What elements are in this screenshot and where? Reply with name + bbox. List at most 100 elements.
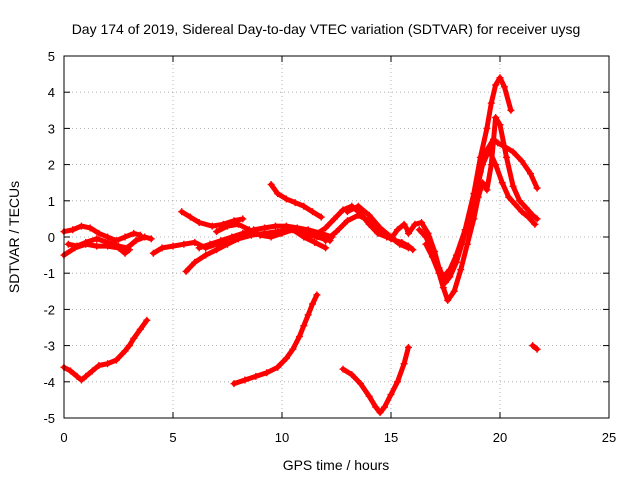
data-point bbox=[418, 219, 426, 227]
data-point bbox=[186, 213, 194, 221]
data-point bbox=[322, 224, 330, 232]
data-point bbox=[245, 226, 253, 234]
data-point bbox=[372, 403, 380, 411]
data-point bbox=[492, 114, 500, 122]
data-point bbox=[511, 200, 519, 208]
data-point bbox=[339, 206, 347, 214]
data-point bbox=[522, 204, 530, 212]
y-tick-label: 3 bbox=[48, 121, 55, 136]
data-point bbox=[291, 199, 299, 207]
data-point bbox=[217, 237, 225, 245]
series-arc-20 bbox=[529, 342, 541, 353]
data-point bbox=[509, 182, 517, 190]
series-trace bbox=[61, 317, 150, 383]
data-point bbox=[104, 360, 112, 368]
series-arc-12 bbox=[267, 181, 325, 221]
data-point bbox=[300, 322, 308, 330]
data-point bbox=[136, 325, 144, 333]
chart-title: Day 174 of 2019, Sidereal Day-to-day VTE… bbox=[72, 21, 581, 37]
data-point bbox=[496, 121, 504, 129]
data-point bbox=[428, 253, 436, 261]
data-point bbox=[132, 237, 140, 245]
series-trace bbox=[323, 212, 411, 244]
data-point bbox=[313, 291, 321, 299]
data-point bbox=[295, 333, 303, 341]
data-point bbox=[73, 372, 81, 380]
data-point bbox=[400, 360, 408, 368]
data-point bbox=[394, 378, 402, 386]
data-point bbox=[263, 369, 271, 377]
data-point bbox=[450, 287, 458, 295]
data-point bbox=[239, 215, 247, 223]
data-point bbox=[77, 222, 85, 230]
data-point bbox=[309, 208, 317, 216]
data-point bbox=[400, 220, 408, 228]
data-point bbox=[228, 233, 236, 241]
series-arc-19 bbox=[465, 146, 539, 228]
y-tick-label: 5 bbox=[48, 49, 55, 64]
data-point bbox=[125, 342, 133, 350]
data-point bbox=[394, 226, 402, 234]
data-point bbox=[376, 224, 384, 232]
data-point bbox=[524, 213, 532, 221]
data-point bbox=[289, 226, 297, 234]
data-point bbox=[435, 269, 443, 277]
series-arc-2 bbox=[230, 291, 321, 388]
data-point bbox=[191, 258, 199, 266]
data-point bbox=[496, 74, 504, 82]
x-axis-label: GPS time / hours bbox=[283, 457, 390, 473]
data-point bbox=[396, 240, 404, 248]
data-point bbox=[533, 345, 541, 353]
data-point bbox=[304, 311, 312, 319]
data-point bbox=[311, 238, 319, 246]
x-tick-label: 15 bbox=[384, 430, 398, 445]
data-point bbox=[180, 240, 188, 248]
data-point bbox=[533, 184, 541, 192]
data-point bbox=[472, 190, 480, 198]
data-point bbox=[230, 380, 238, 388]
data-point bbox=[509, 148, 517, 156]
data-point bbox=[452, 258, 460, 266]
data-point bbox=[404, 229, 412, 237]
data-point bbox=[202, 251, 210, 259]
data-point bbox=[130, 229, 138, 237]
data-point bbox=[415, 226, 423, 234]
data-point bbox=[422, 240, 430, 248]
y-tick-label: -3 bbox=[43, 339, 55, 354]
data-point bbox=[505, 193, 513, 201]
series-trace bbox=[61, 223, 143, 244]
data-point bbox=[356, 380, 364, 388]
data-point bbox=[404, 244, 412, 252]
x-tick-label: 0 bbox=[60, 430, 67, 445]
data-point bbox=[191, 238, 199, 246]
data-point bbox=[115, 244, 122, 252]
data-point bbox=[457, 266, 465, 274]
data-point bbox=[256, 231, 264, 239]
data-point bbox=[93, 235, 101, 243]
data-point bbox=[343, 208, 351, 216]
y-tick-label: -2 bbox=[43, 302, 55, 317]
x-tick-label: 25 bbox=[602, 430, 616, 445]
data-point bbox=[95, 362, 103, 370]
y-tick-label: -4 bbox=[43, 375, 55, 390]
series-arc-11 bbox=[213, 220, 330, 252]
data-point bbox=[503, 153, 511, 161]
data-point bbox=[483, 124, 491, 132]
data-point bbox=[241, 376, 249, 384]
data-point bbox=[69, 226, 77, 234]
data-point bbox=[86, 224, 94, 232]
data-point bbox=[516, 197, 524, 205]
data-point bbox=[282, 195, 290, 203]
data-point bbox=[178, 208, 186, 216]
data-point bbox=[479, 161, 487, 169]
data-point bbox=[348, 371, 356, 379]
data-point bbox=[274, 190, 282, 198]
series-arc-3 bbox=[339, 343, 412, 417]
data-point bbox=[224, 240, 231, 248]
data-point bbox=[141, 233, 149, 241]
data-point bbox=[461, 229, 469, 237]
data-point bbox=[498, 179, 506, 187]
data-point bbox=[300, 202, 308, 210]
data-point bbox=[234, 220, 242, 228]
